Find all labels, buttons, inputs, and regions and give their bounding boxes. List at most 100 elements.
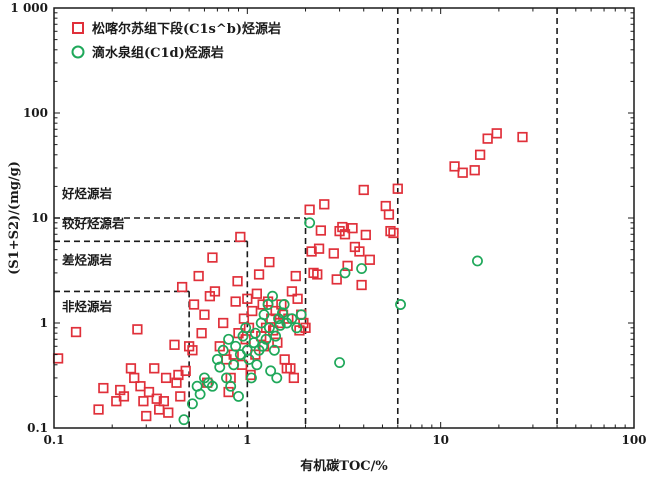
data-point-circle bbox=[240, 322, 252, 334]
data-point-square bbox=[143, 386, 155, 398]
legend-square-marker bbox=[72, 22, 84, 34]
data-point-square bbox=[193, 270, 204, 282]
data-point-square bbox=[175, 391, 186, 402]
data-point-circle bbox=[217, 344, 229, 356]
data-point-square bbox=[171, 377, 182, 388]
data-point-square bbox=[242, 293, 253, 304]
data-point-square bbox=[319, 199, 330, 210]
x-tick-label: 100 bbox=[621, 433, 646, 447]
data-point-square bbox=[342, 260, 353, 272]
data-point-square bbox=[176, 281, 188, 293]
y-tick-label: 10 bbox=[31, 211, 48, 225]
legend-circle-marker bbox=[71, 45, 85, 59]
data-point-square bbox=[331, 274, 342, 285]
data-point-circle bbox=[228, 359, 240, 371]
data-point-square bbox=[169, 339, 180, 350]
data-point-square bbox=[356, 279, 367, 291]
data-series-layer bbox=[52, 128, 528, 426]
data-point-square bbox=[247, 305, 258, 317]
region-label: 差烃源岩 bbox=[61, 253, 113, 268]
data-point-square bbox=[517, 131, 528, 143]
data-point-square bbox=[149, 363, 160, 374]
data-point-square bbox=[251, 288, 262, 299]
legend-label: 滴水泉组(C1d)烃源岩 bbox=[92, 45, 224, 61]
data-point-square bbox=[257, 299, 268, 310]
y-axis-title: (S1+S2)/(mg/g) bbox=[7, 161, 22, 275]
data-point-circle bbox=[267, 290, 278, 302]
data-point-circle bbox=[274, 319, 286, 331]
data-point-circle bbox=[211, 353, 223, 365]
data-point-circle bbox=[251, 359, 263, 371]
data-point-circle bbox=[356, 263, 368, 275]
data-point-square bbox=[292, 293, 303, 304]
data-point-square bbox=[360, 229, 371, 241]
data-point-square bbox=[223, 386, 234, 398]
data-point-circle bbox=[206, 380, 218, 392]
data-series bbox=[178, 217, 483, 426]
region-boundaries bbox=[54, 8, 558, 428]
data-point-square bbox=[474, 149, 486, 160]
data-point-square bbox=[364, 254, 375, 265]
data-point-circle bbox=[304, 217, 316, 229]
data-point-square bbox=[482, 133, 493, 144]
data-point-square bbox=[158, 396, 170, 407]
data-point-square bbox=[138, 396, 149, 407]
data-point-square bbox=[306, 246, 317, 257]
y-tick-label: 1 000 bbox=[10, 1, 48, 15]
data-point-square bbox=[354, 246, 365, 257]
data-point-circle bbox=[225, 380, 237, 392]
data-point-square bbox=[337, 221, 348, 233]
data-point-square bbox=[93, 404, 104, 415]
data-point-circle bbox=[278, 299, 290, 310]
data-point-square bbox=[160, 372, 172, 384]
data-point-square bbox=[285, 363, 296, 374]
data-point-square bbox=[380, 200, 391, 212]
data-point-square bbox=[383, 209, 395, 220]
data-point-square bbox=[135, 381, 146, 392]
data-point-square bbox=[125, 363, 137, 374]
data-point-square bbox=[347, 223, 358, 234]
x-axis-title: 有机碳TOC/% bbox=[300, 458, 388, 474]
y-tick-label: 100 bbox=[23, 106, 48, 120]
data-point-circle bbox=[395, 299, 406, 310]
y-tick-label: 0.1 bbox=[27, 421, 48, 435]
x-tick-label: 1 bbox=[243, 433, 251, 447]
data-point-circle bbox=[260, 333, 272, 345]
data-point-square bbox=[288, 372, 299, 384]
x-tick-label: 10 bbox=[432, 433, 449, 447]
data-point-square bbox=[207, 252, 218, 263]
data-point-square bbox=[232, 276, 243, 287]
data-point-square bbox=[132, 324, 143, 335]
data-point-circle bbox=[270, 330, 282, 342]
data-point-square bbox=[151, 393, 162, 404]
data-point-square bbox=[328, 248, 339, 259]
data-point-circle bbox=[339, 267, 351, 279]
data-point-square bbox=[98, 382, 109, 394]
data-point-square bbox=[304, 204, 315, 215]
data-point-square bbox=[70, 326, 82, 338]
data-point-square bbox=[392, 183, 403, 194]
data-point-circle bbox=[258, 309, 270, 321]
data-point-square bbox=[218, 317, 229, 329]
data-point-square bbox=[118, 391, 130, 402]
data-point-square bbox=[388, 227, 399, 239]
data-point-circle bbox=[230, 340, 242, 352]
data-point-square bbox=[449, 161, 460, 172]
data-point-square bbox=[385, 225, 396, 237]
data-point-square bbox=[180, 365, 191, 377]
data-point-circle bbox=[186, 398, 198, 410]
data-point-square bbox=[230, 296, 241, 307]
data-point-square bbox=[315, 225, 326, 236]
data-point-circle bbox=[291, 322, 303, 334]
data-point-square bbox=[199, 309, 210, 320]
data-point-square bbox=[52, 353, 64, 364]
data-series bbox=[52, 128, 528, 422]
data-point-square bbox=[154, 404, 165, 415]
data-point-square bbox=[129, 372, 140, 384]
region-label: 好烃源岩 bbox=[61, 186, 113, 201]
data-point-circle bbox=[334, 357, 346, 369]
data-point-circle bbox=[271, 372, 283, 384]
data-point-square bbox=[286, 286, 298, 297]
